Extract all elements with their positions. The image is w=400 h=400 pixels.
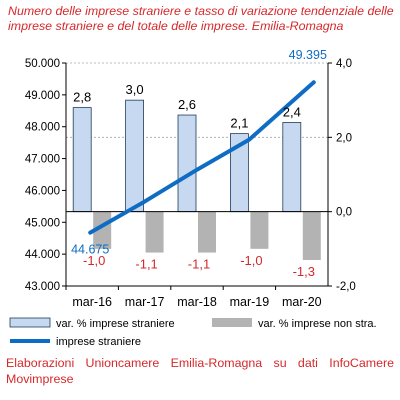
bar-label-stranieri: 2,4 [283, 104, 301, 119]
bar-stranieri [125, 99, 144, 213]
x-tick-label: mar-19 [230, 295, 270, 309]
legend-swatch-stranieri [9, 317, 51, 328]
axes: 43.000 44.000 45.000 46.000 47.000 48.000 49.0… [25, 58, 356, 309]
bar-non-stranieri [198, 211, 216, 253]
legend-label-stranieri: var. % imprese straniere [56, 318, 175, 330]
legend-swatch-non-stranieri [212, 318, 252, 327]
left-tick-label: 46.000 [25, 185, 60, 197]
bar-non-stranieri [145, 211, 164, 253]
left-tick-label: 49.000 [25, 90, 60, 102]
left-tick-label: 44.000 [25, 249, 60, 261]
bar-label-non-stranieri: -1,0 [83, 253, 105, 268]
bar-non-stranieri [250, 211, 269, 249]
x-tick-label: mar-16 [72, 295, 112, 309]
bar-label-non-stranieri: -1,1 [188, 257, 210, 272]
left-tick-label: 50.000 [25, 58, 60, 70]
bar-non-stranieri [302, 211, 321, 260]
bar-label-non-stranieri: -1,3 [293, 264, 315, 279]
source-note: Elaborazioni Unioncamere Emilia-Romagna … [6, 356, 394, 386]
line-imprese-straniere [88, 80, 316, 235]
left-tick-label: 43.000 [25, 281, 60, 293]
right-tick-label: 4,0 [336, 58, 352, 70]
bar-label-stranieri: 2,8 [73, 90, 91, 105]
bar-label-non-stranieri: -1,0 [240, 253, 262, 268]
legend-label-non-stranieri: var. % imprese non stra. [258, 318, 377, 330]
legend: var. % imprese straniere var. % imprese n… [9, 317, 377, 348]
right-tick-label: 2,0 [336, 132, 352, 144]
right-tick-label: -2,0 [336, 281, 356, 293]
bar-stranieri [72, 107, 92, 213]
x-tick-label: mar-17 [125, 295, 165, 309]
trend-line [88, 80, 316, 235]
bars [72, 99, 321, 260]
line-label-end: 49.395 [289, 48, 327, 62]
left-tick-label: 47.000 [25, 154, 60, 166]
left-tick-label: 45.000 [25, 217, 60, 229]
bar-label-stranieri: 3,0 [126, 82, 144, 97]
bar-label-stranieri: 2,6 [178, 97, 196, 112]
right-tick-label: 0,0 [336, 207, 352, 219]
x-tick-label: mar-20 [282, 295, 322, 309]
line-label-start: 44.675 [71, 243, 109, 257]
legend-label-line: imprese straniere [56, 336, 141, 348]
bar-label-stranieri: 2,1 [230, 116, 248, 131]
bar-label-non-stranieri: -1,1 [135, 257, 157, 272]
x-tick-label: mar-18 [177, 295, 217, 309]
bar-stranieri [282, 122, 302, 213]
bar-stranieri [177, 114, 197, 213]
data-labels: 44.675 49.395 2,8 3,0 2,6 2,1 2,4 -1,0 -1,1 -1,1 -… [71, 48, 327, 279]
chart-title: Numero delle imprese straniere e tasso d… [8, 4, 394, 33]
left-tick-label: 48.000 [25, 122, 60, 134]
